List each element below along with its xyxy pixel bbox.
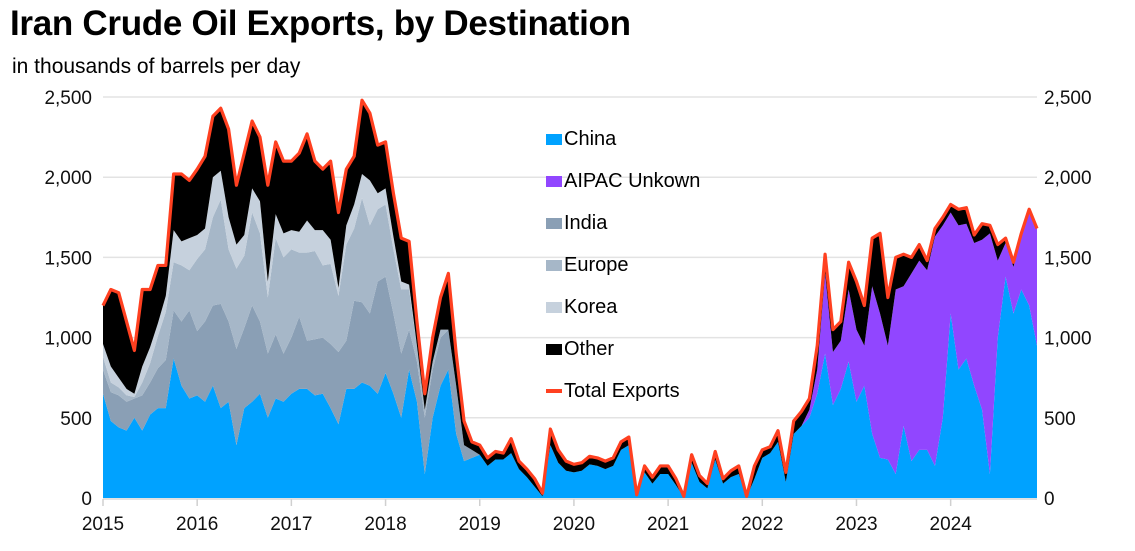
x-tick-label: 2017 bbox=[270, 514, 312, 535]
legend-label: Other bbox=[564, 337, 615, 360]
x-tick-label: 2019 bbox=[459, 514, 501, 535]
legend-swatch bbox=[546, 343, 562, 355]
legend: China AIPAC Unkown India Europe Korea Other To… bbox=[546, 118, 700, 412]
y-tick-label-right: 0 bbox=[1044, 489, 1055, 510]
y-tick-label-right: 2,000 bbox=[1044, 168, 1092, 189]
x-tick-label: 2020 bbox=[553, 514, 595, 535]
y-tick-label-left: 1,000 bbox=[44, 329, 92, 350]
total-line-layer bbox=[101, 98, 1039, 498]
chart-subtitle: in thousands of barrels per day bbox=[12, 55, 301, 78]
legend-swatch bbox=[546, 133, 562, 145]
area-aipac-unkown bbox=[103, 209, 1037, 498]
y-tick-label-left: 500 bbox=[60, 409, 92, 430]
stacked-areas bbox=[103, 100, 1037, 498]
legend-item-india: India bbox=[546, 202, 700, 244]
x-tick-label: 2016 bbox=[176, 514, 218, 535]
legend-label: Europe bbox=[564, 253, 629, 276]
legend-label: Korea bbox=[564, 295, 618, 318]
chart-title: Iran Crude Oil Exports, by Destination bbox=[10, 4, 631, 43]
legend-item-other: Other bbox=[546, 328, 700, 370]
legend-label: China bbox=[564, 127, 617, 150]
x-tick-label: 2023 bbox=[835, 514, 877, 535]
legend-swatch bbox=[546, 389, 562, 393]
legend-label: India bbox=[564, 211, 608, 234]
x-tick-label: 2024 bbox=[930, 514, 973, 535]
x-tick-label: 2015 bbox=[82, 514, 124, 535]
legend-item-aipac-unkown: AIPAC Unkown bbox=[546, 160, 700, 202]
axes: 0 0 500 500 1,000 1,000 1,500 1,500 2,000 2,000 2,… bbox=[44, 88, 1091, 535]
y-tick-label-right: 500 bbox=[1044, 409, 1076, 430]
y-tick-label-left: 1,500 bbox=[44, 248, 92, 269]
legend-label: AIPAC Unkown bbox=[564, 169, 701, 192]
legend-item-total-exports: Total Exports bbox=[546, 370, 700, 412]
y-tick-label-right: 2,500 bbox=[1044, 88, 1092, 109]
y-tick-label-left: 2,500 bbox=[44, 88, 92, 109]
y-tick-label-left: 2,000 bbox=[44, 168, 92, 189]
legend-item-korea: Korea bbox=[546, 286, 700, 328]
legend-swatch bbox=[546, 259, 562, 271]
legend-label: Total Exports bbox=[564, 379, 680, 402]
legend-item-china: China bbox=[546, 118, 700, 160]
line-total-exports bbox=[101, 98, 1039, 498]
legend-swatch bbox=[546, 217, 562, 229]
x-tick-label: 2021 bbox=[647, 514, 689, 535]
area-china bbox=[103, 276, 1037, 498]
legend-item-europe: Europe bbox=[546, 244, 700, 286]
y-tick-label-right: 1,500 bbox=[1044, 248, 1092, 269]
y-tick-label-left: 0 bbox=[81, 489, 92, 510]
x-tick-label: 2022 bbox=[741, 514, 783, 535]
legend-swatch bbox=[546, 175, 562, 187]
area-india bbox=[103, 209, 1037, 498]
x-tick-label: 2018 bbox=[364, 514, 406, 535]
legend-swatch bbox=[546, 301, 562, 313]
y-tick-label-right: 1,000 bbox=[1044, 329, 1092, 350]
